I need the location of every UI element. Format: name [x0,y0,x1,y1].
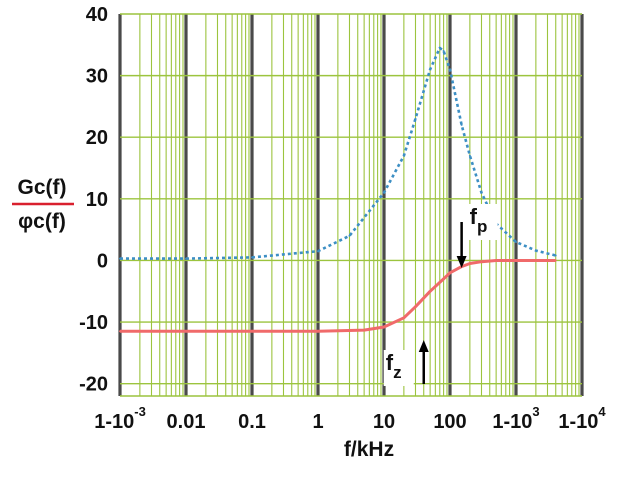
data-point [534,249,537,252]
data-point [363,329,366,332]
x-tick-label: 1 [312,411,323,433]
x-tick-label: 1-103 [492,404,539,433]
data-point [251,330,253,333]
y-tick-label: 40 [86,4,108,26]
data-point [119,257,121,260]
data-point [480,191,483,194]
data-point [414,117,417,120]
y-tick-label: 30 [86,66,108,88]
data-point [383,326,385,328]
x-tick-label: 10 [373,411,395,433]
data-point [515,241,517,243]
y-axis-label-numerator: Gc(f) [18,176,67,199]
data-point [402,316,405,319]
data-point [317,250,319,253]
y-tick-label: 10 [86,189,108,211]
y-tick-label: -10 [79,312,108,334]
data-point [515,259,517,262]
data-point [429,290,432,293]
x-tick-label: 100 [433,411,466,433]
annotation-label-background [383,350,414,386]
data-point [317,330,319,333]
data-point [414,305,417,308]
annotation-arrow-head [418,340,429,352]
data-point [449,68,451,71]
data-point [438,46,441,49]
data-point [429,68,432,71]
data-point [495,259,498,262]
data-point [442,50,445,52]
data-point [460,123,463,126]
data-point [554,254,557,257]
data-point [554,259,557,262]
data-point [402,154,405,157]
y-tick-labels: 40 30 20 10 0 -10 -20 [79,4,108,396]
data-point [251,256,253,259]
y-tick-label: -20 [79,374,108,396]
y-tick-label: 0 [97,250,108,272]
annotation-label-background [467,204,498,240]
annotation-arrow-head [456,256,467,268]
data-point [480,260,483,263]
data-point [468,154,471,157]
x-tick-label: 1-10-3 [94,404,146,433]
data-point [383,191,385,194]
data-point [442,277,445,280]
x-axis-label: f/kHz [344,438,394,461]
x-tick-label: 1-104 [558,404,606,433]
data-point [185,330,187,333]
y-axis-label-denominator: φc(f) [18,210,66,233]
data-point [185,257,187,260]
x-tick-label: 0.1 [238,411,266,433]
data-point [348,234,351,237]
x-tick-label: 0.01 [167,411,206,433]
x-tick-labels: 1-10-3 0.01 0.1 1 10 100 1-103 1-104 [94,404,606,433]
data-point [449,271,451,274]
y-tick-label: 20 [86,127,108,149]
data-point [468,262,471,265]
data-point [119,330,121,333]
